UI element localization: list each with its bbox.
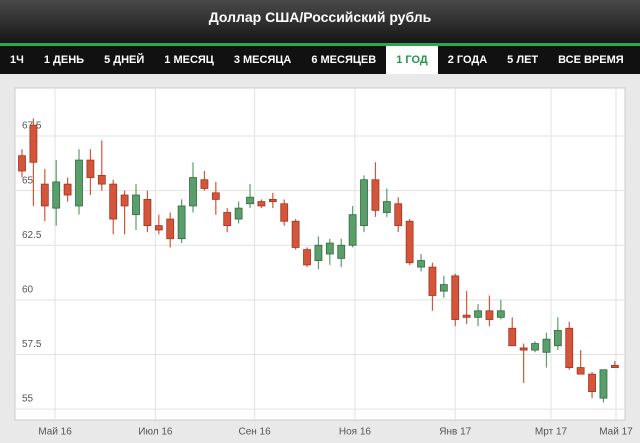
candle-body (109, 183, 118, 220)
tab[interactable]: 3 МЕСЯЦА (233, 54, 292, 66)
candle-body (371, 179, 380, 211)
candle-body (234, 207, 243, 220)
candle-body (189, 177, 197, 207)
candle-body (211, 192, 220, 200)
x-tick-label: Янв 17 (439, 427, 471, 438)
candle-body (553, 330, 562, 347)
candle-body (588, 373, 596, 393)
candle-body (337, 244, 346, 259)
candle-body (40, 183, 49, 207)
tab[interactable]: 1 МЕСЯЦ (164, 54, 214, 66)
y-tick-label: 55 (22, 394, 34, 405)
candle-body (75, 159, 83, 207)
candle-body (348, 214, 357, 246)
candle-body (576, 367, 585, 375)
candle-body (52, 181, 61, 209)
tab[interactable]: 1Ч (10, 54, 24, 66)
candle-body (542, 338, 551, 353)
tab[interactable]: 2 ГОДА (447, 54, 488, 66)
candle-body (177, 205, 186, 240)
title-bar: Доллар США/Российский рубль (0, 0, 640, 44)
candle-body (257, 201, 266, 207)
candle-body (394, 203, 403, 227)
candle-body (223, 212, 232, 227)
candle-body (200, 179, 209, 189)
x-tick-label: Май 17 (599, 427, 633, 438)
x-tick-label: Ноя 16 (339, 427, 372, 438)
candle-body (120, 194, 129, 207)
accent-line (0, 43, 640, 46)
tab[interactable]: 1 ГОД (386, 46, 438, 74)
candle-body (451, 275, 460, 320)
candle-body (565, 327, 574, 368)
candle-body (246, 196, 254, 205)
candle-body (314, 244, 323, 261)
candle-body (325, 242, 334, 255)
title: Доллар США/Российский рубль (208, 9, 432, 25)
candle-body (154, 225, 163, 231)
candle-body (29, 124, 38, 163)
candle-body (474, 310, 482, 318)
tab[interactable]: 1 ДЕНЬ (43, 54, 85, 66)
x-tick-label: Май 16 (38, 427, 72, 438)
candle-body (132, 194, 140, 216)
y-tick-label: 57.5 (22, 339, 42, 350)
candle-body (86, 159, 95, 178)
y-tick-label: 65 (22, 175, 34, 186)
tab[interactable]: 5 ДНЕЙ (104, 54, 145, 66)
candle-body (268, 198, 277, 202)
x-tick-label: Июл 16 (138, 427, 173, 438)
tab[interactable]: ВСЕ ВРЕМЯ (558, 54, 624, 66)
candle-body (462, 314, 471, 318)
candle-body (291, 220, 300, 248)
candle-body (63, 183, 72, 196)
candle-body (143, 198, 152, 227)
candle-body (405, 220, 414, 264)
candle-body (280, 203, 289, 222)
y-tick-label: 60 (22, 285, 34, 296)
candle-body (382, 201, 391, 213)
tab-bar: 1Ч 1 ДЕНЬ 5 ДНЕЙ 1 МЕСЯЦ 3 МЕСЯЦА 6 МЕСЯЦЕВ 1 … (0, 46, 640, 74)
candle-body (485, 310, 494, 320)
candle-body (496, 310, 505, 318)
y-tick-label: 62.5 (22, 230, 42, 241)
candle-body (439, 284, 448, 292)
candle-body (610, 364, 619, 368)
tab[interactable]: 6 МЕСЯЦЕВ (311, 54, 377, 66)
tab[interactable]: 5 ЛЕТ (507, 54, 539, 66)
candle-body (599, 369, 608, 399)
candle-body (166, 218, 175, 240)
candle-body (417, 260, 425, 268)
candle-body (428, 266, 437, 296)
x-tick-label: Мрт 17 (535, 427, 568, 438)
candle-body (519, 347, 528, 351)
candle-body (97, 174, 106, 185)
candle-body (360, 179, 368, 227)
candle-body (18, 155, 26, 172)
candle-body (508, 327, 517, 347)
candle-body (303, 249, 311, 266)
x-tick-label: Сен 16 (238, 427, 271, 438)
candle-body (531, 343, 539, 351)
